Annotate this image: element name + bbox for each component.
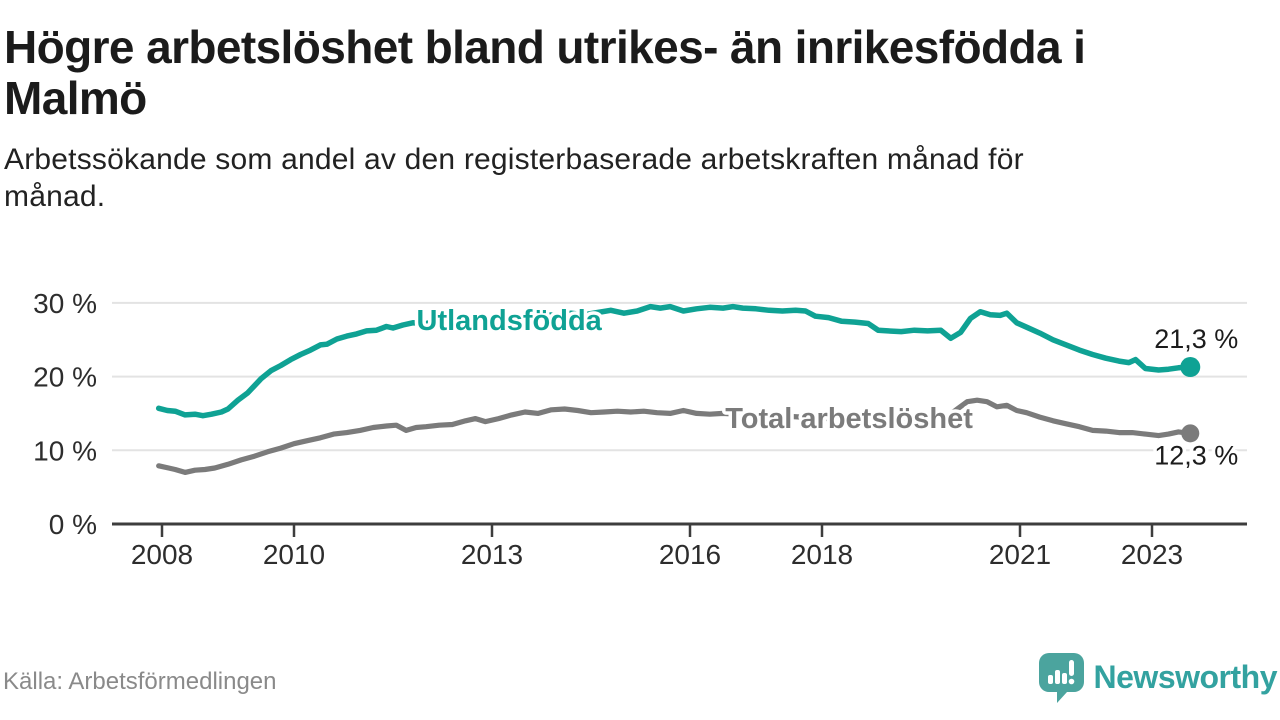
y-axis-label-30: 30 % bbox=[33, 288, 97, 319]
series-label-total-arbetsl-shet: Total arbetslöshet bbox=[725, 403, 973, 435]
newsworthy-logo: Newsworthy bbox=[1037, 651, 1278, 704]
series-line-utlandsf-dda bbox=[155, 303, 1194, 419]
x-axis-label-2016: 2016 bbox=[659, 539, 721, 570]
x-axis-label-2013: 2013 bbox=[461, 539, 523, 570]
page-title-line-1: Högre arbetslöshet bland utrikes- än inr… bbox=[4, 21, 1086, 73]
page-subtitle-line-1: Arbetssökande som andel av den registerb… bbox=[4, 143, 1024, 176]
page-subtitle-line-2: månad. bbox=[4, 180, 106, 213]
series-label-utlandsf-dda: Utlandsfödda bbox=[417, 305, 603, 337]
series-value-label-utlandsf-dda: 21,3 % bbox=[1154, 324, 1238, 354]
y-axis-label-10: 10 % bbox=[33, 435, 97, 466]
logo-bar-1 bbox=[1047, 675, 1053, 684]
page-subtitle: Arbetssökande som andel av den registerb… bbox=[4, 141, 1276, 215]
series-line-total-arbetsl-shet bbox=[156, 397, 1193, 475]
newsworthy-logo-icon bbox=[1038, 653, 1084, 703]
logo-exclamation-dot bbox=[1068, 678, 1074, 685]
newsworthy-logo-text: Newsworthy bbox=[1093, 659, 1278, 695]
series-end-dot-total-arbetsl-shet bbox=[1181, 424, 1200, 443]
logo-bar-2 bbox=[1054, 670, 1060, 684]
chart-header: Högre arbetslöshet bland utrikes- än inr… bbox=[4, 0, 1276, 215]
logo-bar-3 bbox=[1061, 673, 1067, 684]
x-axis-label-2008: 2008 bbox=[131, 539, 193, 570]
series-end-dot-utlandsf-dda bbox=[1180, 357, 1201, 378]
page-title-line-2: Malmö bbox=[4, 72, 147, 124]
source-note: Källa: Arbetsförmedlingen bbox=[3, 668, 277, 695]
logo-exclamation-bar bbox=[1068, 660, 1074, 676]
page-title: Högre arbetslöshet bland utrikes- än inr… bbox=[4, 22, 1276, 124]
x-axis-label-2010: 2010 bbox=[263, 539, 325, 570]
x-axis-label-2021: 2021 bbox=[989, 539, 1051, 570]
y-axis-label-0: 0 % bbox=[49, 509, 97, 540]
x-axis-label-2018: 2018 bbox=[791, 539, 853, 570]
unemployment-line-chart: 0 % 10 % 20 % 30 % 2008 2010 2013 2016 2018 2021 2… bbox=[33, 288, 1247, 570]
logo-speech-bubble bbox=[1038, 653, 1084, 703]
y-axis-label-20: 20 % bbox=[33, 362, 97, 393]
series-value-label-total-arbetsl-shet: 12,3 % bbox=[1154, 440, 1238, 470]
x-axis-label-2023: 2023 bbox=[1121, 539, 1183, 570]
